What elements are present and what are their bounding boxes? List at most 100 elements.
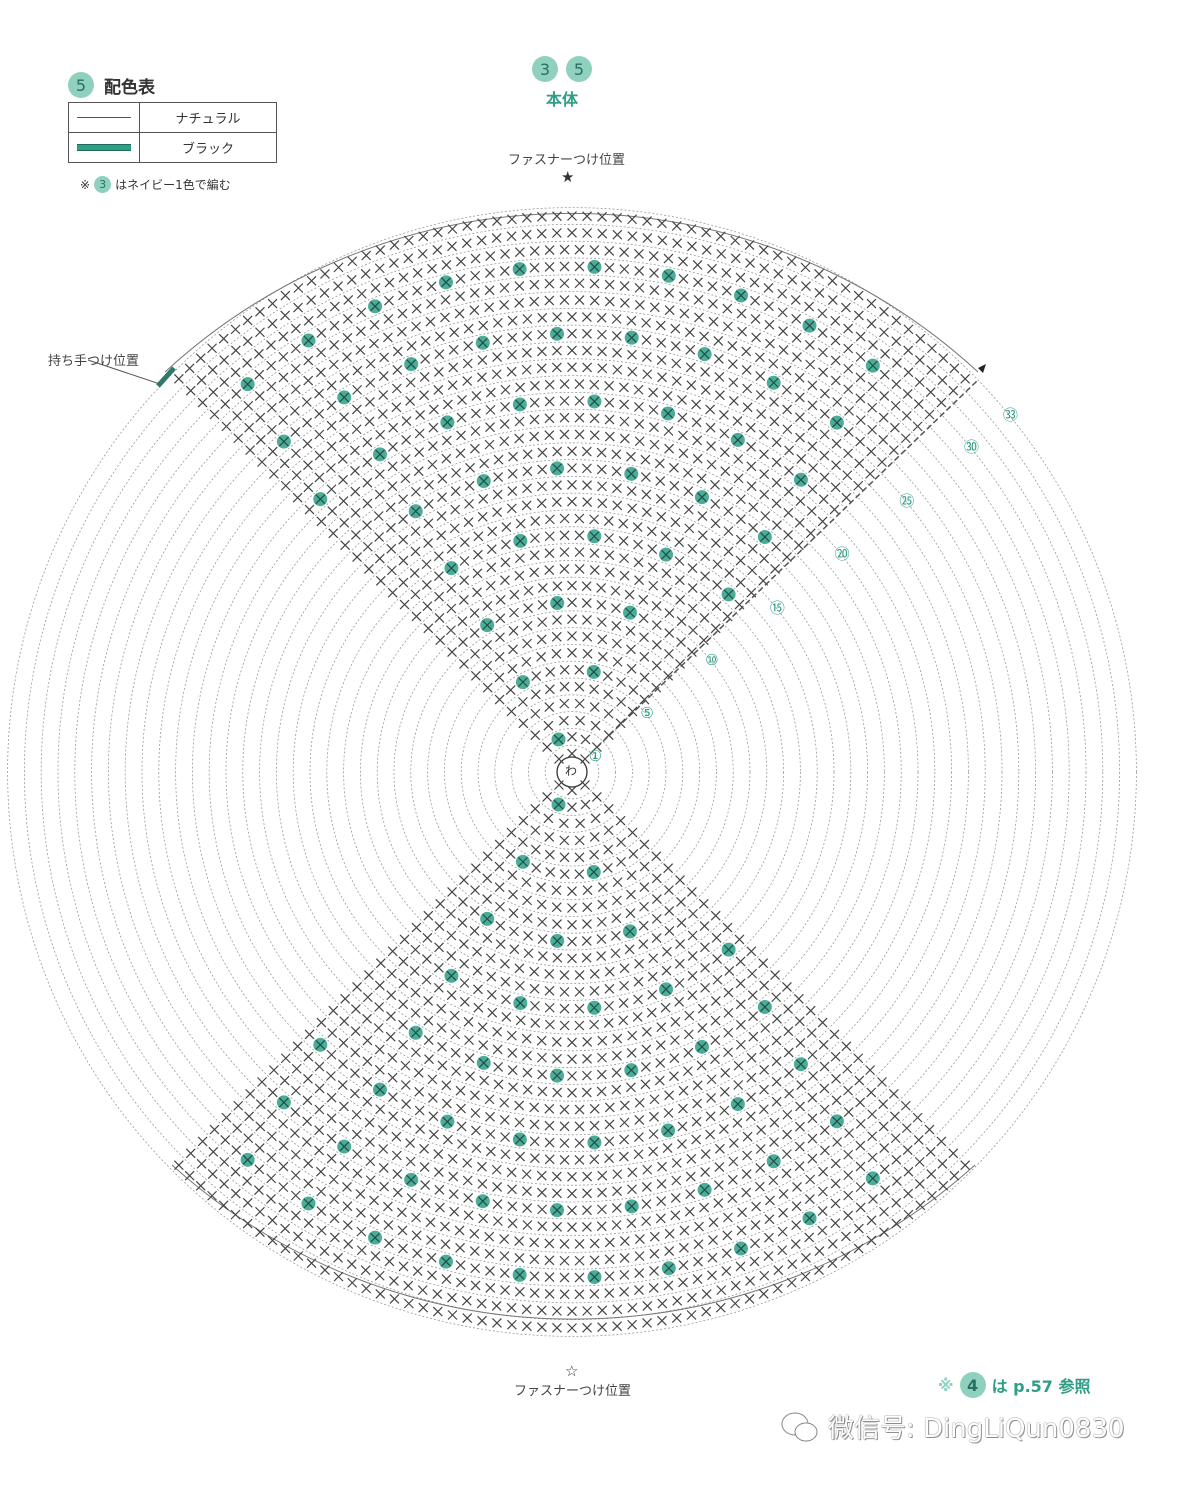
single-crochet-stitch xyxy=(370,1251,381,1261)
single-crochet-stitch xyxy=(700,551,711,562)
single-crochet-stitch xyxy=(385,1031,396,1042)
single-crochet-stitch xyxy=(707,281,718,292)
single-crochet-stitch xyxy=(582,615,592,625)
single-crochet-stitch xyxy=(432,1306,443,1317)
single-crochet-stitch xyxy=(559,986,570,997)
single-crochet-stitch xyxy=(374,532,385,542)
single-crochet-stitch xyxy=(830,375,841,386)
single-crochet-stitch xyxy=(552,1087,563,1098)
zipper-top-label: ファスナーつけ位置 xyxy=(508,153,626,168)
single-crochet-stitch xyxy=(708,1217,719,1228)
round-ring xyxy=(225,425,919,1119)
single-crochet-stitch xyxy=(714,372,725,382)
single-crochet-stitch xyxy=(360,1265,371,1276)
single-crochet-stitch xyxy=(559,564,570,574)
single-crochet-stitch xyxy=(355,1188,366,1199)
single-crochet-stitch xyxy=(544,684,555,695)
single-crochet-stitch xyxy=(625,625,636,636)
single-crochet-stitch xyxy=(552,1222,563,1232)
single-crochet-stitch xyxy=(936,1136,947,1147)
single-crochet-stitch xyxy=(581,581,592,592)
single-crochet-stitch xyxy=(478,1040,489,1051)
single-crochet-stitch xyxy=(373,1023,384,1033)
single-crochet-stitch xyxy=(891,379,902,390)
single-crochet-stitch xyxy=(293,1251,304,1261)
single-crochet-stitch xyxy=(290,363,301,374)
single-crochet-stitch xyxy=(574,395,585,406)
single-crochet-stitch xyxy=(386,968,397,979)
single-crochet-stitch xyxy=(663,426,674,436)
single-crochet-stitch xyxy=(611,1084,622,1095)
single-crochet-stitch xyxy=(712,954,723,965)
single-crochet-stitch xyxy=(387,461,398,472)
single-crochet-stitch xyxy=(529,380,540,391)
single-crochet-stitch xyxy=(727,1174,738,1185)
single-crochet-stitch xyxy=(657,1315,667,1326)
single-crochet-stitch xyxy=(700,591,710,602)
single-crochet-stitch xyxy=(589,396,600,407)
single-crochet-stitch xyxy=(342,313,353,324)
single-crochet-stitch xyxy=(777,288,788,299)
single-crochet-stitch xyxy=(559,395,570,406)
single-crochet-stitch xyxy=(339,1016,350,1027)
single-crochet-stitch xyxy=(879,1206,889,1217)
single-crochet-stitch xyxy=(422,932,433,943)
single-crochet-stitch xyxy=(804,301,815,312)
single-crochet-stitch xyxy=(349,1088,360,1099)
single-crochet-stitch xyxy=(619,980,630,991)
single-crochet-stitch xyxy=(574,564,585,574)
single-crochet-stitch xyxy=(642,1317,652,1328)
single-crochet-stitch xyxy=(314,1125,325,1136)
single-crochet-stitch xyxy=(396,1207,407,1218)
single-crochet-stitch xyxy=(476,1161,487,1172)
single-crochet-stitch xyxy=(634,1115,645,1125)
single-crochet-stitch xyxy=(492,335,503,345)
single-crochet-stitch xyxy=(559,295,570,305)
single-crochet-stitch xyxy=(574,1289,585,1300)
single-crochet-stitch xyxy=(759,1064,770,1075)
single-crochet-stitch xyxy=(514,1100,525,1111)
single-crochet-stitch xyxy=(634,248,644,259)
single-crochet-stitch xyxy=(410,486,421,497)
single-crochet-stitch xyxy=(485,268,495,279)
single-crochet-stitch xyxy=(633,994,643,1005)
single-crochet-stitch xyxy=(552,615,562,625)
single-crochet-stitch xyxy=(574,1255,585,1266)
single-crochet-stitch xyxy=(477,1022,488,1033)
single-crochet-stitch xyxy=(507,315,518,326)
single-crochet-stitch xyxy=(678,291,689,302)
single-crochet-stitch xyxy=(446,625,456,636)
single-crochet-stitch xyxy=(728,1156,739,1167)
single-crochet-stitch xyxy=(830,355,841,366)
single-crochet-stitch xyxy=(242,1197,253,1208)
single-crochet-stitch xyxy=(843,363,854,374)
single-crochet-stitch xyxy=(638,594,649,605)
single-crochet-stitch xyxy=(915,1200,926,1211)
single-crochet-stitch xyxy=(651,933,662,944)
single-crochet-stitch xyxy=(266,402,277,413)
single-crochet-stitch xyxy=(426,1235,436,1245)
single-crochet-stitch xyxy=(649,439,660,450)
single-crochet-stitch xyxy=(384,1256,395,1267)
single-crochet-stitch xyxy=(423,498,434,509)
single-crochet-stitch xyxy=(290,1149,301,1160)
single-crochet-stitch xyxy=(710,1035,721,1046)
single-crochet-stitch xyxy=(470,1108,481,1118)
single-crochet-stitch xyxy=(589,565,600,576)
single-crochet-stitch xyxy=(749,1256,760,1267)
single-crochet-stitch xyxy=(639,694,650,705)
single-crochet-stitch xyxy=(841,1231,851,1242)
single-crochet-stitch xyxy=(280,290,291,301)
single-crochet-stitch xyxy=(440,312,450,323)
single-crochet-stitch xyxy=(403,235,414,246)
single-crochet-stitch xyxy=(880,348,890,359)
footer-note: ※ 4 は p.57 参照 xyxy=(938,1372,1091,1398)
single-crochet-stitch xyxy=(878,412,889,423)
single-crochet-stitch xyxy=(691,1116,702,1127)
single-crochet-stitch xyxy=(521,1169,532,1180)
single-crochet-stitch xyxy=(552,480,562,491)
single-crochet-stitch xyxy=(446,583,457,593)
single-crochet-stitch xyxy=(589,1154,600,1165)
single-crochet-stitch xyxy=(485,1129,496,1140)
single-crochet-stitch xyxy=(707,263,717,274)
